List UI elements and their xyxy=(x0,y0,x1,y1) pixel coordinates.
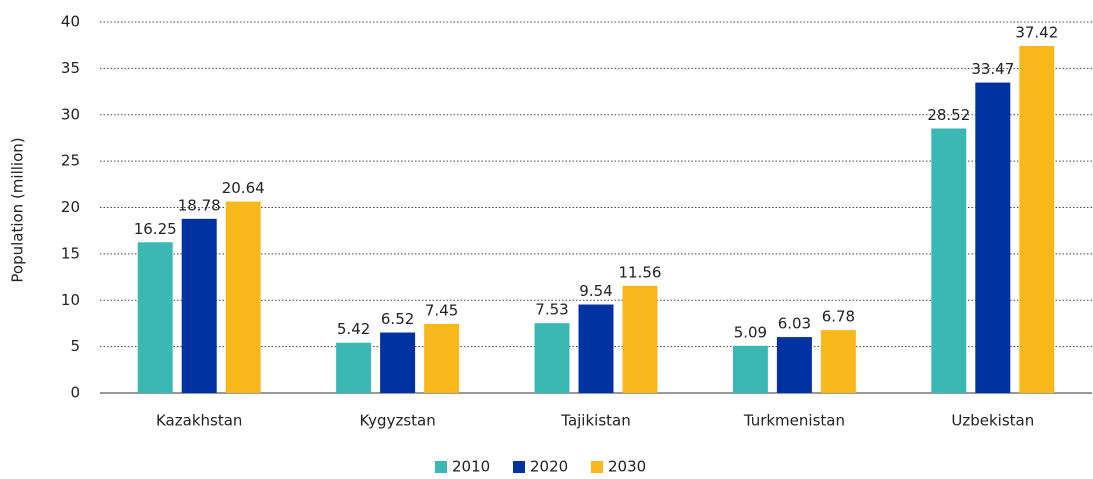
y-tick-label: 30 xyxy=(61,105,80,123)
bar xyxy=(820,330,856,393)
bar xyxy=(931,128,967,394)
data-label: 6.03 xyxy=(778,315,811,333)
bar xyxy=(181,218,217,393)
bar xyxy=(776,337,812,393)
data-label: 9.54 xyxy=(579,282,612,300)
data-label: 7.53 xyxy=(535,301,568,319)
legend-label: 2030 xyxy=(608,458,646,476)
data-label: 5.42 xyxy=(337,320,370,338)
x-tick-label: Uzbekistan xyxy=(951,412,1034,430)
bar xyxy=(336,342,372,393)
data-label: 7.45 xyxy=(425,301,458,319)
x-tick-label: Kazakhstan xyxy=(156,412,242,430)
data-label: 37.42 xyxy=(1015,23,1058,41)
bar xyxy=(424,323,460,393)
y-tick-label: 0 xyxy=(70,384,80,402)
y-tick-label: 35 xyxy=(61,59,80,77)
x-tick-label: Tajikistan xyxy=(560,412,630,430)
data-label: 20.64 xyxy=(222,179,265,197)
y-tick-label: 10 xyxy=(61,291,80,309)
bar xyxy=(622,285,658,393)
legend-swatch xyxy=(591,461,603,473)
y-tick-label: 40 xyxy=(61,13,80,31)
y-tick-label: 20 xyxy=(61,198,80,216)
legend-swatch xyxy=(435,461,447,473)
data-label: 28.52 xyxy=(927,106,970,124)
y-axis-label: Population (million) xyxy=(9,137,27,282)
data-label: 16.25 xyxy=(134,220,177,238)
legend-label: 2010 xyxy=(452,458,490,476)
bar xyxy=(975,82,1011,394)
y-tick-label: 15 xyxy=(61,244,80,262)
legend-swatch xyxy=(513,461,525,473)
y-tick-label: 25 xyxy=(61,152,80,170)
y-tick-label: 5 xyxy=(70,337,80,355)
data-label: 33.47 xyxy=(971,60,1014,78)
data-label: 5.09 xyxy=(734,323,767,341)
bar xyxy=(732,345,768,393)
bar xyxy=(534,323,570,393)
x-tick-label: Turkmenistan xyxy=(743,412,845,430)
data-label: 11.56 xyxy=(619,263,662,281)
data-label: 18.78 xyxy=(178,196,221,214)
bar xyxy=(1019,45,1055,393)
data-label: 6.78 xyxy=(822,308,855,326)
bar xyxy=(137,242,173,393)
x-tick-label: Kygyzstan xyxy=(359,412,435,430)
bar xyxy=(380,332,416,393)
legend-label: 2020 xyxy=(530,458,568,476)
data-label: 6.52 xyxy=(381,310,414,328)
bar xyxy=(578,304,614,393)
bar xyxy=(225,201,261,393)
